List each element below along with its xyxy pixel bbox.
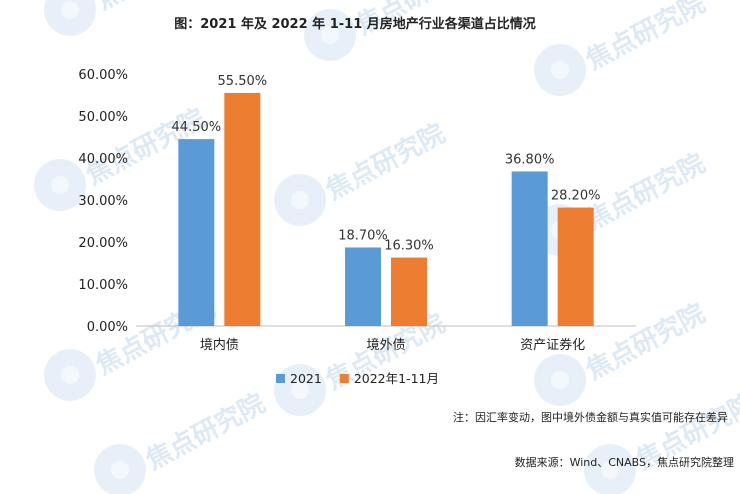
bar bbox=[178, 139, 215, 326]
x-category-label: 境内债 bbox=[200, 337, 239, 353]
legend-swatch bbox=[339, 374, 349, 383]
legend-label: 2021 bbox=[290, 371, 322, 386]
bar bbox=[511, 171, 548, 326]
bar bbox=[224, 92, 261, 327]
y-tick-label: 10.00% bbox=[78, 278, 128, 293]
watermark-text: 焦点研究院 bbox=[581, 0, 710, 76]
y-tick-label: 30.00% bbox=[78, 194, 128, 209]
bar bbox=[557, 207, 594, 326]
watermark-text: 焦点研究院 bbox=[581, 298, 710, 386]
y-axis: 0.00% 10.00% 20.00% 30.00% 40.00% 50.00% 60.00… bbox=[78, 68, 128, 335]
chart-note: 注：因汇率变动，图中境外债金额与真实值可能存在差异 bbox=[453, 410, 728, 424]
y-tick-label: 0.00% bbox=[87, 320, 128, 335]
x-category-label: 境外债 bbox=[366, 338, 405, 353]
chart-source: 数据来源：Wind、CNABS，焦点研究院整理 bbox=[515, 455, 734, 469]
watermark-text: 焦点研究院 bbox=[91, 0, 220, 16]
y-tick-label: 60.00% bbox=[78, 68, 128, 83]
data-label: 55.50% bbox=[218, 74, 268, 89]
watermark-text: 焦点研究院 bbox=[141, 388, 270, 476]
y-tick-label: 20.00% bbox=[78, 236, 128, 251]
watermark-text: 焦点研究院 bbox=[321, 118, 450, 206]
chart-title: 图：2021 年及 2022 年 1-11 月房地产行业各渠道占比情况 bbox=[174, 16, 536, 32]
bar bbox=[391, 257, 427, 326]
category-labels: 境内债 境外债 资产证券化 bbox=[200, 337, 585, 353]
data-label: 28.20% bbox=[551, 189, 601, 204]
watermark-logo: 焦点研究院 bbox=[94, 388, 270, 494]
bar bbox=[345, 247, 381, 326]
bars-layer: 44.50% 55.50% 18.70%16.30% 36.80% 28.20% bbox=[172, 74, 601, 327]
watermark-logo: 焦点研究院 bbox=[274, 118, 450, 226]
x-category-label: 资产证券化 bbox=[520, 337, 585, 353]
watermark-logo: 焦点研究院 bbox=[584, 388, 740, 494]
watermark-logo: 焦点研究院 bbox=[534, 0, 710, 96]
data-label: 18.70% bbox=[338, 228, 388, 243]
data-label: 16.30% bbox=[384, 239, 434, 254]
y-tick-label: 40.00% bbox=[78, 152, 128, 167]
y-tick-label: 50.00% bbox=[78, 110, 128, 125]
data-label: 44.50% bbox=[172, 120, 222, 135]
data-label: 36.80% bbox=[505, 152, 555, 167]
legend-label: 2022年1-11月 bbox=[354, 371, 439, 386]
legend: 2021 2022年1-11月 bbox=[276, 371, 439, 386]
legend-swatch bbox=[276, 374, 285, 383]
